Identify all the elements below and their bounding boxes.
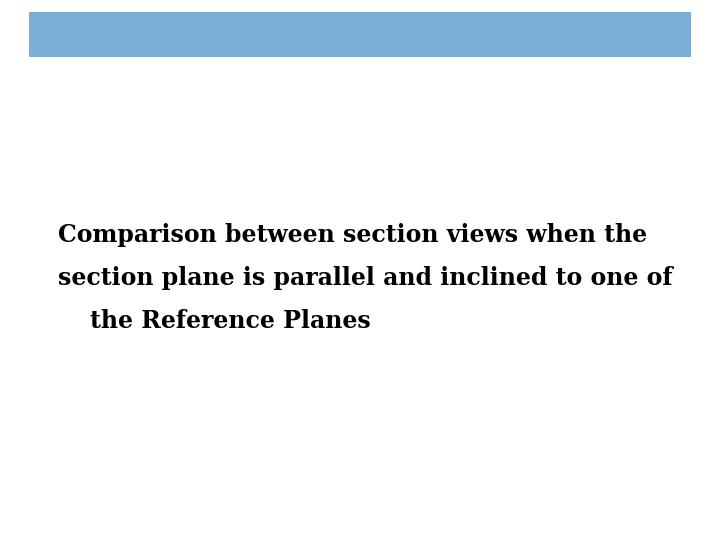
- Text: the Reference Planes: the Reference Planes: [90, 309, 371, 333]
- Text: section plane is parallel and inclined to one of: section plane is parallel and inclined t…: [58, 266, 672, 290]
- Bar: [29, 12, 691, 57]
- Text: Comparison between section views when the: Comparison between section views when th…: [58, 223, 647, 247]
